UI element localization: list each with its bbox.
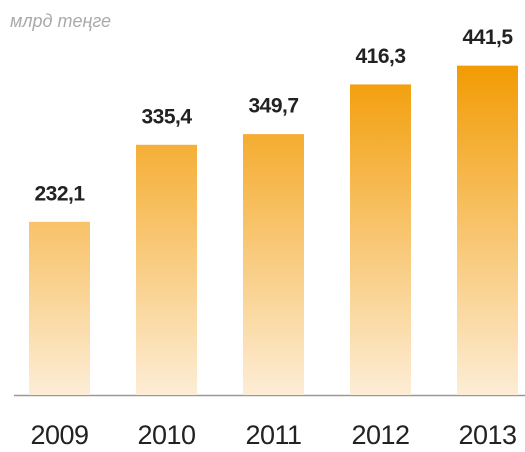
bar	[243, 134, 304, 396]
x-tick-label: 2010	[137, 420, 195, 450]
value-label: 416,3	[355, 45, 405, 68]
y-axis-label: млрд теңге	[10, 11, 111, 31]
x-tick-label: 2009	[30, 420, 88, 450]
bar	[350, 84, 411, 396]
value-label: 349,7	[248, 95, 298, 118]
x-tick-label: 2012	[351, 420, 409, 450]
bar	[457, 65, 518, 396]
x-tick-label: 2011	[245, 420, 301, 450]
value-label: 232,1	[34, 182, 85, 205]
value-label: 441,5	[462, 26, 513, 49]
bar	[29, 221, 90, 395]
value-label: 335,4	[141, 105, 192, 128]
bar	[136, 144, 197, 395]
x-tick-label: 2013	[458, 420, 516, 450]
